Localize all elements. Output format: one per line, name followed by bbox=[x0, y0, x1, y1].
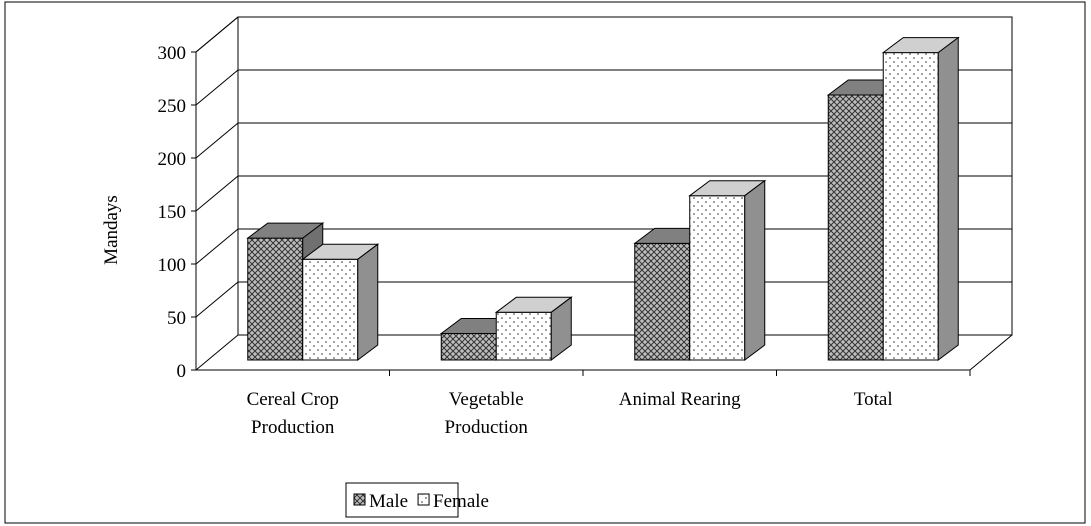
grid-line bbox=[195, 69, 239, 106]
chart-border bbox=[4, 1, 1086, 524]
grid-line bbox=[195, 175, 239, 212]
y-tick-label: 300 bbox=[158, 43, 187, 64]
grid-line bbox=[195, 228, 239, 265]
bar-side bbox=[550, 296, 572, 361]
bar-front bbox=[689, 195, 746, 361]
bar-front bbox=[302, 258, 359, 361]
y-axis-label: Mandays bbox=[101, 195, 122, 265]
bar bbox=[881, 36, 960, 361]
y-tick-label: 50 bbox=[167, 308, 186, 329]
y-tick-label: 250 bbox=[158, 96, 187, 117]
y-tick-label: 200 bbox=[158, 149, 187, 170]
bar-front bbox=[634, 242, 691, 361]
bar-front bbox=[440, 333, 497, 361]
grid-line bbox=[195, 16, 239, 53]
bar bbox=[301, 243, 380, 361]
x-tick-label: Cereal Crop Production bbox=[246, 389, 339, 438]
legend-swatch bbox=[417, 493, 430, 506]
y-tick-label: 0 bbox=[177, 361, 187, 382]
bar bbox=[494, 296, 573, 361]
y-tick-label: 100 bbox=[158, 255, 187, 276]
bar bbox=[688, 179, 767, 361]
legend-swatch bbox=[353, 493, 366, 506]
bar-side bbox=[357, 243, 379, 361]
bar-front bbox=[827, 94, 884, 361]
bar-side bbox=[937, 36, 959, 361]
bar-front bbox=[247, 237, 304, 361]
bar-side bbox=[744, 179, 766, 361]
x-tick-label: Total bbox=[853, 389, 893, 410]
bar-front bbox=[495, 311, 552, 361]
legend-label: Male bbox=[369, 491, 408, 512]
x-tick-label: Vegetable Production bbox=[444, 389, 528, 438]
bar-front bbox=[882, 52, 939, 361]
legend-label: Female bbox=[433, 491, 489, 512]
x-tick-label: Animal Rearing bbox=[618, 389, 741, 410]
floor-right bbox=[969, 334, 1013, 371]
grid-line bbox=[195, 281, 239, 318]
grid-line bbox=[195, 334, 239, 371]
grid-line bbox=[195, 122, 239, 159]
y-tick-label: 150 bbox=[158, 202, 187, 223]
